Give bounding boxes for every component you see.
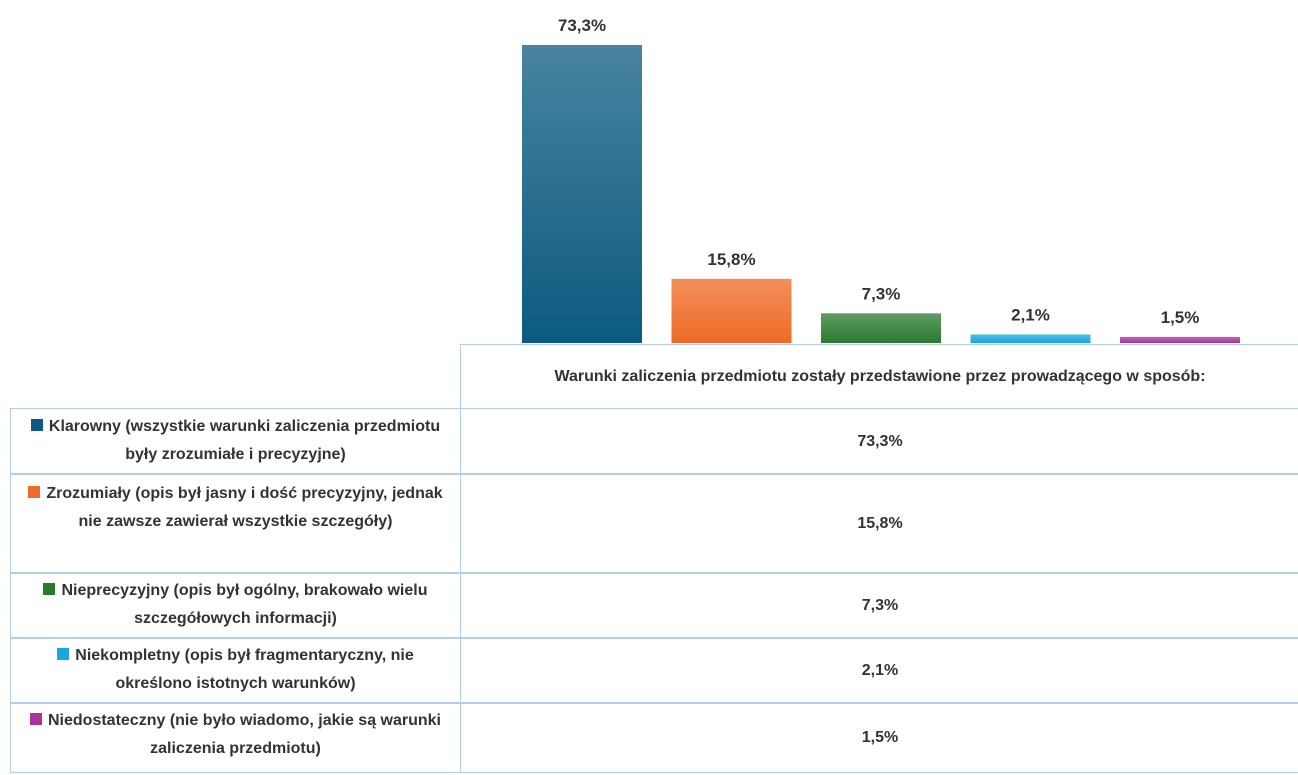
legend-label: Niedostateczny (nie było wiadomo, jakie … — [48, 712, 441, 757]
plot-area: 73,3% 15,8% 7,3% 2,1% 1,5% — [522, 16, 1240, 343]
legend-cell: Zrozumiały (opis był jasny i dość precyz… — [10, 473, 461, 574]
legend-cell: Niekompletny (opis był fragmentaryczny, … — [10, 637, 461, 704]
legend-cell: Klarowny (wszystkie warunki zaliczenia p… — [10, 408, 461, 475]
data-label: 15,8% — [707, 250, 755, 269]
legend-key — [30, 419, 43, 431]
legend-key — [43, 583, 56, 595]
legend-cell: Nieprecyzyjny (opis był ogólny, brakował… — [10, 572, 461, 639]
table-value: 73,3% — [460, 408, 1298, 475]
bar — [821, 313, 941, 343]
bar — [522, 45, 642, 343]
legend-key — [57, 648, 70, 660]
table-value: 1,5% — [460, 702, 1298, 773]
table-value: 2,1% — [460, 637, 1298, 704]
legend-label: Nieprecyzyjny (opis był ogólny, brakował… — [61, 582, 428, 627]
legend-key — [30, 713, 42, 725]
legend-label: Klarowny (wszystkie warunki zaliczenia p… — [48, 418, 441, 463]
table-header: Warunki zaliczenia przedmiotu zostały pr… — [460, 344, 1298, 409]
bar — [671, 278, 792, 343]
data-label: 73,3% — [558, 16, 606, 35]
table-value: 15,8% — [460, 473, 1298, 574]
data-label: 7,3% — [862, 284, 901, 303]
bar — [1120, 336, 1240, 343]
table-value: 7,3% — [460, 572, 1298, 639]
legend-cell: Niedostateczny (nie było wiadomo, jakie … — [10, 702, 461, 773]
legend-label: Zrozumiały (opis był jasny i dość precyz… — [46, 485, 443, 530]
bar — [970, 334, 1091, 343]
data-label: 2,1% — [1011, 305, 1050, 324]
legend-label: Niekompletny (opis był fragmentaryczny, … — [75, 647, 414, 692]
legend-key — [28, 486, 41, 498]
data-label: 1,5% — [1161, 308, 1200, 327]
